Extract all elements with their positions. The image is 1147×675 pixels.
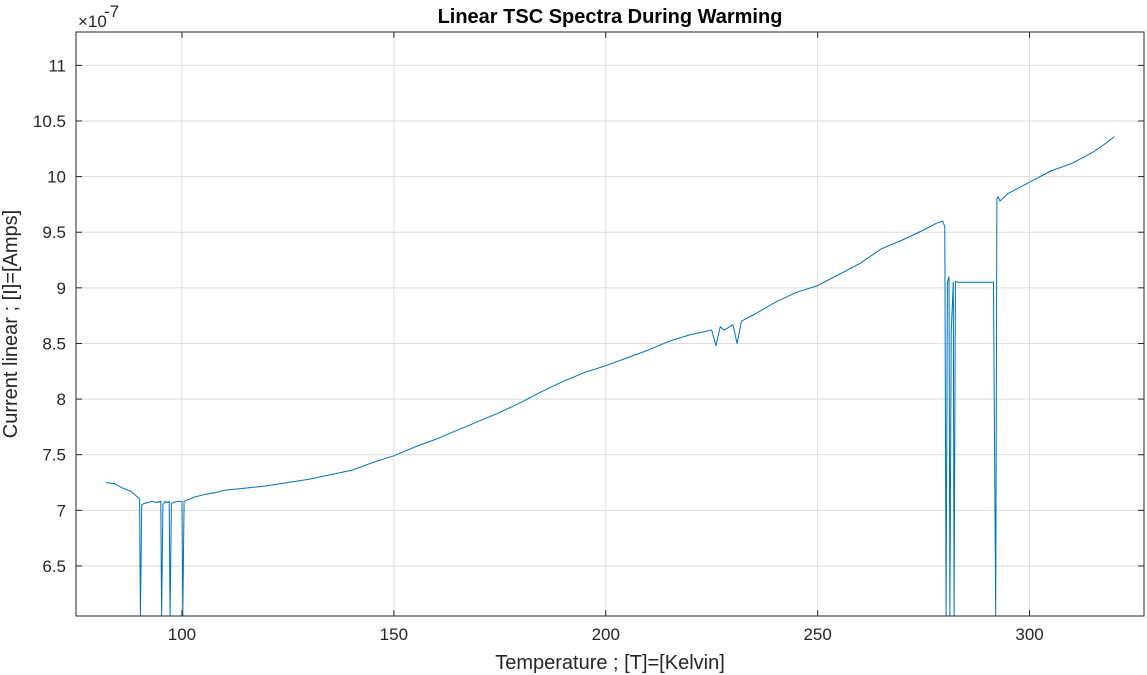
grid-lines <box>76 32 1144 616</box>
y-tick-label: 10 <box>47 168 66 187</box>
y-tick-label: 9 <box>57 279 66 298</box>
y-tick-label: 7.5 <box>42 446 66 465</box>
ticks: 100 150 200 250 300 6.5 7 7.5 8 8.5 9 9.5 10 10.5 11 <box>33 32 1144 644</box>
y-axis-label: Current linear ; [I]=[Amps] <box>0 210 22 438</box>
y-tick-label: 11 <box>48 56 66 75</box>
x-axis-label: Temperature ; [T]=[Kelvin] <box>495 652 725 674</box>
y-tick-label: 9.5 <box>42 223 66 242</box>
y-multiplier-exponent: -7 <box>104 2 119 21</box>
y-tick-label: 6.5 <box>42 557 66 576</box>
y-multiplier-base: ×10 <box>78 12 107 31</box>
y-tick-label: 8.5 <box>42 334 66 353</box>
y-tick-label: 10.5 <box>33 112 66 131</box>
series-line <box>105 136 1115 617</box>
x-tick-label: 250 <box>803 625 831 644</box>
series-layer <box>105 136 1115 617</box>
y-tick-label: 7 <box>57 501 66 520</box>
x-tick-label: 200 <box>592 625 620 644</box>
axes-box <box>75 31 1145 617</box>
y-tick-label: 8 <box>57 390 66 409</box>
x-tick-label: 150 <box>380 625 408 644</box>
chart-title: Linear TSC Spectra During Warming <box>438 6 783 28</box>
x-tick-label: 300 <box>1015 625 1043 644</box>
x-tick-label: 100 <box>168 625 196 644</box>
